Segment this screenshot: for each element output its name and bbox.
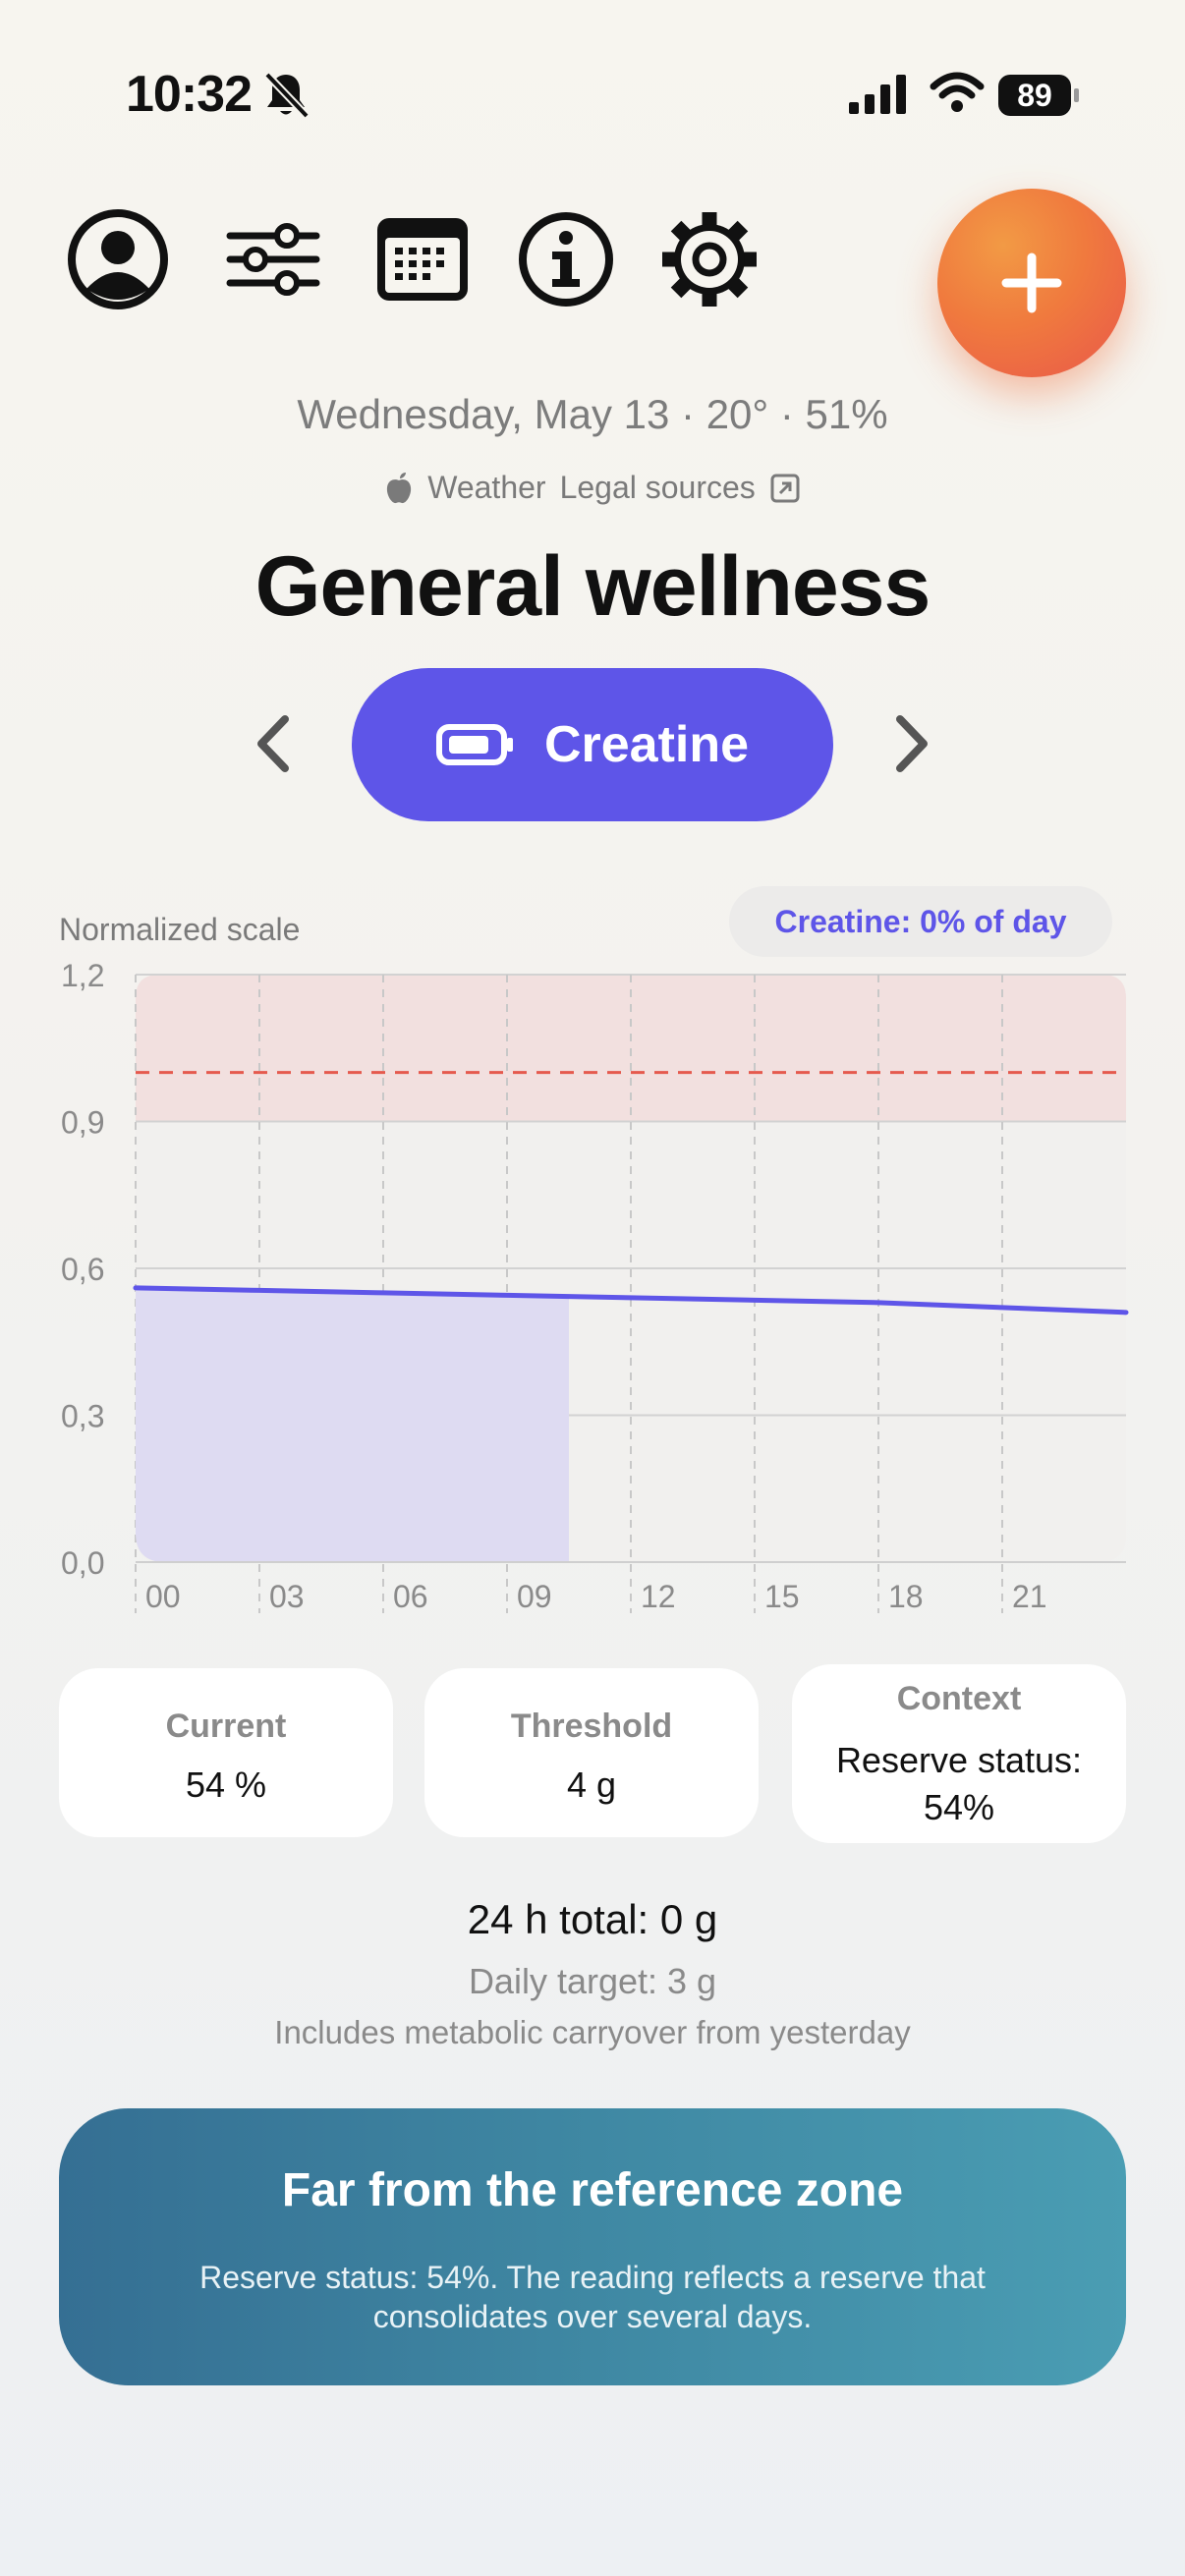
threshold-value: 4 g [566,1764,617,1805]
context-value: Reserve status: 54% [835,1740,1083,1827]
signal-icon [849,75,906,114]
current-label: Current [165,1708,287,1745]
x-tick-label: 15 [764,1579,800,1614]
info-icon[interactable] [515,208,617,310]
weather-label: Weather [427,470,546,505]
gear-icon[interactable] [658,208,761,310]
next-supplement-button[interactable] [882,709,941,778]
chart-coverage-badge: Creatine: 0% of day [729,886,1112,957]
threshold-card: Threshold 4 g [424,1668,759,1837]
battery-outline-icon [435,724,513,765]
y-tick-label: 0,9 [61,1105,104,1141]
x-tick-label: 00 [145,1579,181,1614]
context-label: Context [896,1680,1022,1717]
status-banner-title: Far from the reference zone [281,2164,904,2216]
y-tick-label: 1,2 [61,958,104,993]
bell-slash-icon [264,72,309,119]
carryover-note: Includes metabolic carryover from yester… [274,2014,911,2050]
add-button[interactable] [937,189,1126,377]
date-weather-line: Wednesday, May 13 · 20° · 51% [297,391,888,437]
daily-target: Daily target: 3 g [468,1961,717,2001]
current-value: 54 % [185,1764,267,1805]
y-tick-label: 0,6 [61,1252,104,1287]
y-tick-label: 0,3 [61,1399,104,1434]
legal-sources-link[interactable]: Legal sources [559,470,756,505]
sources-row: Weather Legal sources [0,470,1185,513]
external-link-icon[interactable] [769,473,801,504]
supplement-selector[interactable]: Creatine [352,668,833,821]
chart-scale-label: Normalized scale [59,912,301,947]
status-time: 10:32 [126,66,253,123]
x-tick-label: 12 [641,1579,676,1614]
x-tick-label: 21 [1012,1579,1047,1614]
wifi-icon [930,72,985,112]
x-tick-label: 18 [888,1579,924,1614]
current-card: Current 54 % [59,1668,393,1837]
y-tick-label: 0,0 [61,1545,104,1581]
plus-icon [1001,252,1062,313]
previous-supplement-button[interactable] [244,709,303,778]
context-card: Context Reserve status: 54% [792,1664,1126,1843]
calendar-icon[interactable] [371,208,474,310]
daily-total: 24 h total: 0 g [467,1896,718,1942]
series-line [133,1285,1129,1316]
x-tick-label: 06 [393,1579,428,1614]
page-title: General wellness [254,539,931,634]
status-banner-body: Reserve status: 54%. The reading reflect… [199,2260,986,2334]
chart: 0,0 0,3 0,6 0,9 1,2 00 03 06 09 12 15 18 21 [61,958,1129,1614]
profile-icon[interactable] [67,208,169,310]
threshold-label: Threshold [510,1708,673,1745]
x-tick-label: 03 [269,1579,305,1614]
battery-level: 89 [998,75,1071,116]
sliders-icon[interactable] [222,208,324,310]
x-tick-label: 09 [517,1579,552,1614]
supplement-label: Creatine [543,716,750,773]
status-banner: Far from the reference zone Reserve stat… [59,2108,1126,2385]
apple-logo-icon [387,472,412,503]
elapsed-area [136,1287,569,1562]
battery-icon: 89 [998,75,1079,116]
